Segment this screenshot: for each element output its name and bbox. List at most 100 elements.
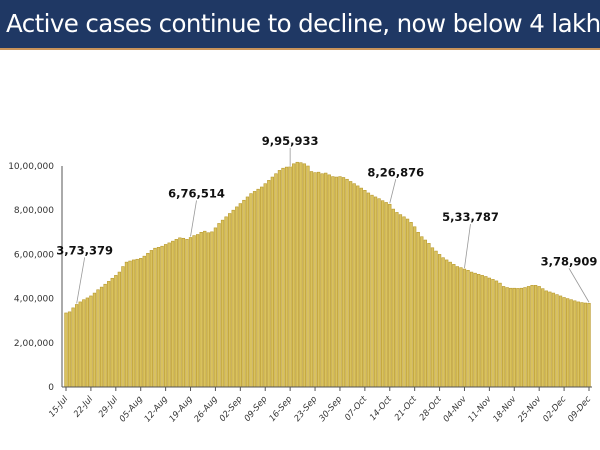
bar [480, 275, 484, 388]
bar [420, 236, 424, 388]
bar [466, 270, 470, 388]
y-tick-label: 8,00,000 [14, 206, 54, 216]
bar [569, 299, 573, 388]
bar [181, 237, 186, 388]
bar [388, 203, 392, 388]
bar [284, 166, 289, 388]
bar [331, 176, 335, 388]
bars-group [64, 161, 591, 388]
bar [402, 216, 406, 388]
bar [188, 237, 193, 388]
x-tick-label: 15-Jul [47, 394, 71, 419]
bar [548, 291, 552, 388]
bar [206, 232, 210, 388]
bar [299, 162, 303, 388]
bar [256, 188, 260, 388]
bar [533, 285, 538, 388]
x-tick-label: 19-Aug [168, 394, 196, 424]
x-tick-label: 25-Nov [516, 394, 544, 425]
bar [405, 218, 410, 388]
x-tick-label: 07-Oct [343, 394, 369, 423]
bar [423, 239, 427, 388]
bar [359, 187, 363, 388]
x-tick-label: 22-Jul [72, 394, 96, 419]
bar [395, 212, 399, 388]
x-tick-label: 28-Oct [418, 394, 444, 423]
bar [185, 239, 189, 388]
bar [434, 250, 438, 388]
annotation-leader-line [389, 179, 397, 204]
y-tick-label: 6,00,000 [14, 250, 54, 260]
bar [96, 289, 100, 388]
bar [370, 194, 374, 388]
bar [523, 287, 527, 388]
bar [537, 286, 541, 388]
y-tick-label: 4,00,000 [14, 295, 54, 305]
annotation-leader-line [568, 268, 590, 303]
data-label: 3,78,909 [541, 254, 598, 268]
bar [391, 208, 395, 388]
bar [288, 166, 292, 388]
bar [526, 286, 531, 388]
bar [530, 285, 534, 388]
y-tick-label: 10,00,000 [8, 162, 54, 172]
bar [231, 209, 235, 388]
bar [384, 202, 388, 388]
bar [146, 252, 150, 388]
bar [416, 232, 420, 388]
bar [242, 199, 246, 388]
bar [78, 301, 82, 388]
bar [252, 191, 257, 388]
bar [562, 297, 566, 388]
bar [217, 223, 221, 388]
bar [327, 174, 331, 388]
bar [366, 192, 371, 388]
bar [573, 300, 577, 388]
bar [224, 216, 228, 388]
bar [75, 304, 79, 388]
bar [210, 231, 214, 388]
x-tick-label: 14-Oct [368, 394, 394, 423]
bar [306, 165, 310, 388]
annotation-leader-line [464, 223, 471, 269]
bar [199, 232, 203, 388]
bar [163, 244, 168, 388]
bar [398, 214, 403, 388]
bar [203, 230, 207, 388]
bar [139, 258, 143, 388]
x-tick-label: 29-Jul [97, 394, 121, 419]
x-tick-label: 05-Aug [118, 394, 146, 424]
bar [352, 183, 356, 388]
bar [124, 261, 129, 388]
bar [117, 271, 122, 388]
bar [156, 247, 161, 388]
x-tick-label: 21-Oct [393, 394, 419, 423]
bar [338, 176, 342, 388]
bar [153, 247, 157, 388]
bar [320, 173, 324, 388]
chart-title: Active cases continue to decline, now be… [6, 9, 600, 38]
bar [64, 312, 68, 388]
annotation-leader-line [190, 200, 197, 237]
bar [587, 302, 591, 388]
bar [195, 234, 200, 388]
bar [516, 288, 520, 388]
bar [484, 276, 488, 388]
bar [309, 171, 314, 388]
bar [292, 163, 296, 388]
x-tick-label: 04-Nov [442, 394, 470, 425]
annotation-leader-line [76, 257, 86, 304]
bar [501, 286, 506, 388]
bar [142, 255, 146, 388]
x-tick-label: 02-Dec [541, 394, 568, 424]
bar [160, 245, 164, 388]
bar [263, 183, 267, 388]
bar [341, 177, 346, 388]
bar [149, 250, 154, 388]
data-label: 6,76,514 [168, 186, 225, 200]
bar [82, 299, 86, 388]
x-tick-label: 09-Dec [566, 394, 593, 424]
bar [558, 295, 563, 388]
bar [167, 242, 171, 388]
